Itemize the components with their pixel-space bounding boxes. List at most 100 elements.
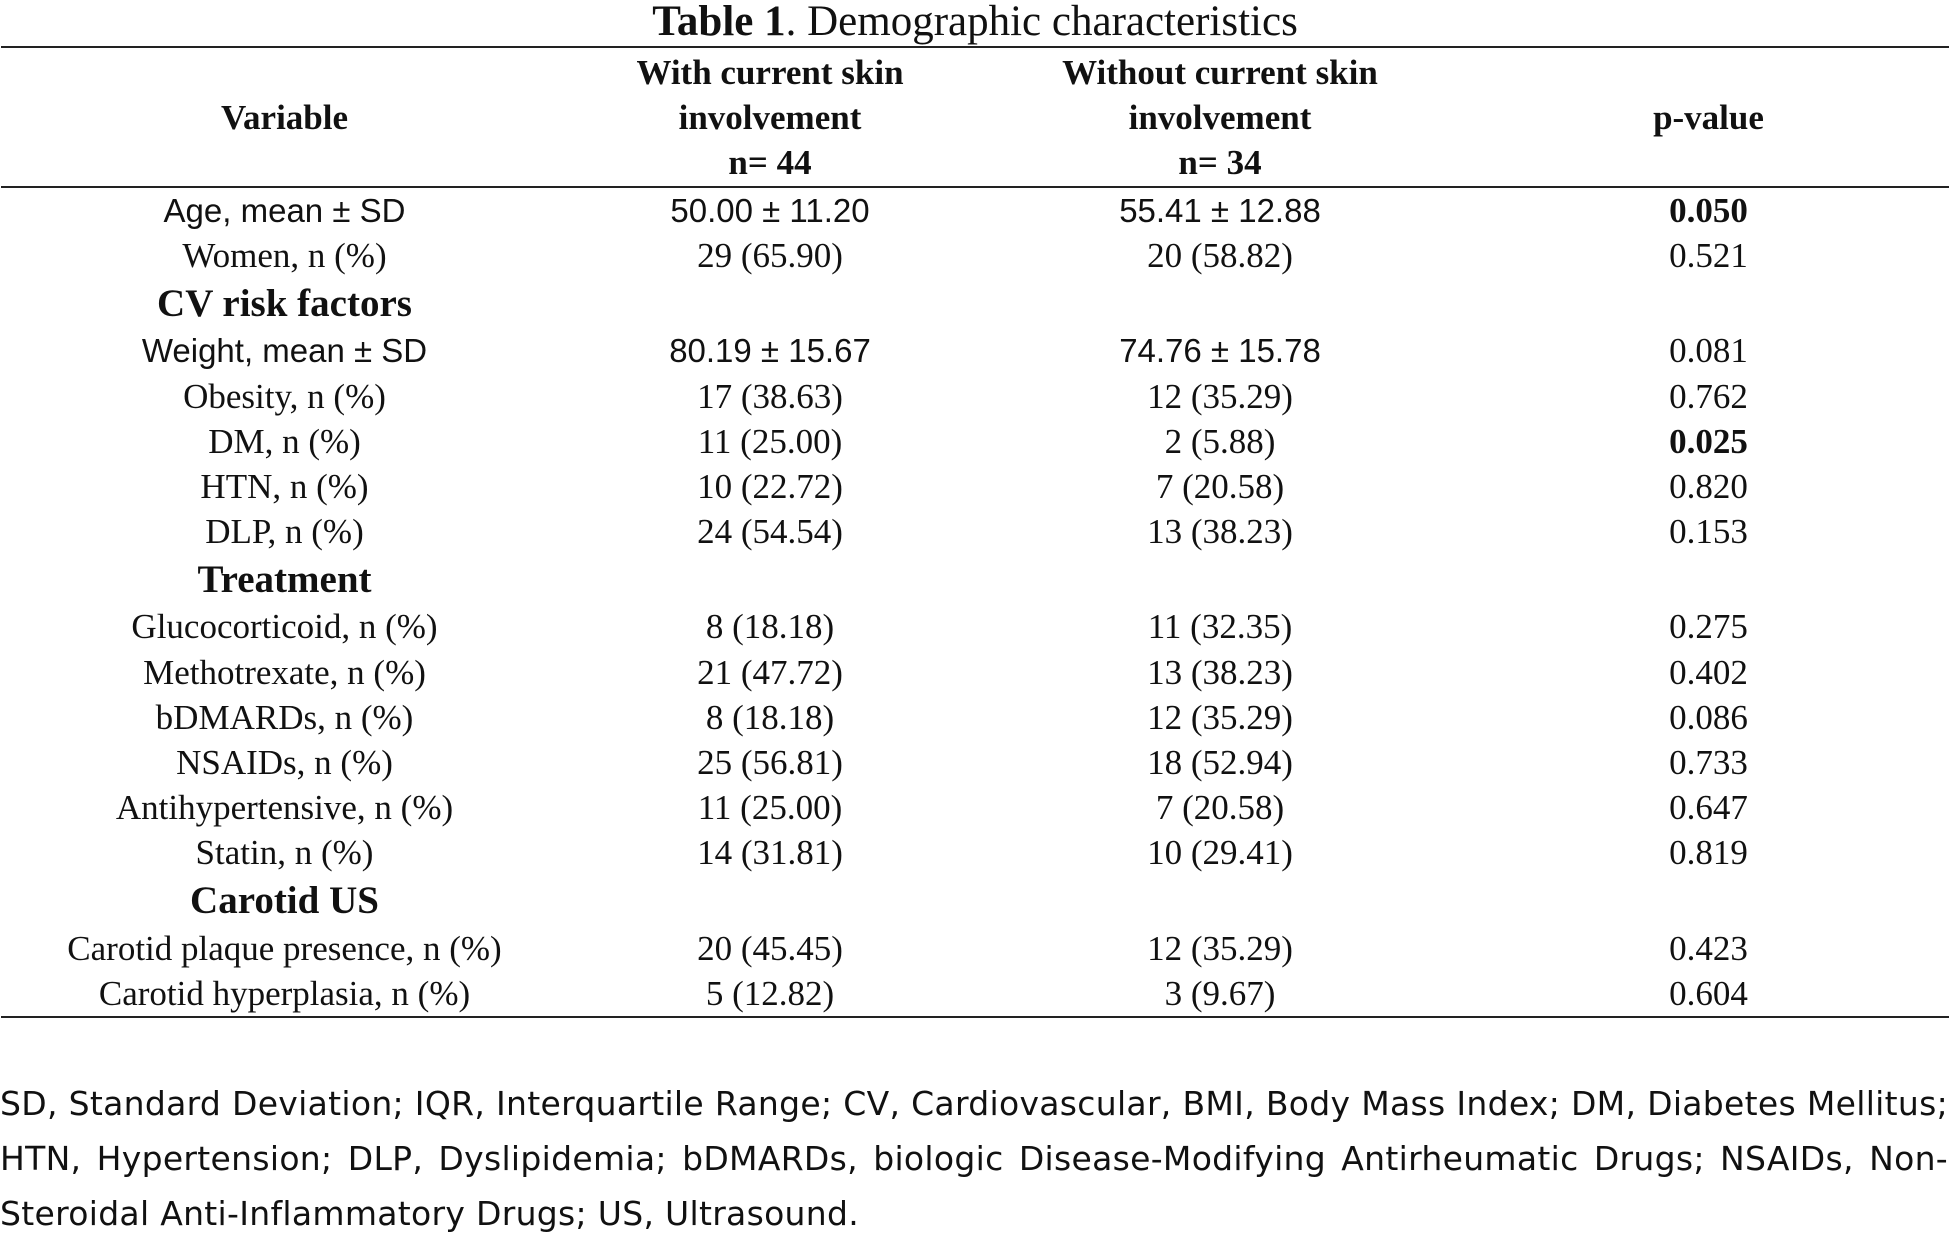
table-row: Carotid plaque presence, n (%) 20 (45.45)… — [1, 925, 1949, 970]
empty-cell — [568, 875, 972, 925]
empty-cell — [972, 278, 1468, 328]
table-row: Obesity, n (%) 17 (38.63) 12 (35.29) 0.762 — [1, 374, 1949, 419]
cell-variable: HTN, n (%) — [200, 467, 369, 507]
cell-variable: Obesity, n (%) — [183, 376, 386, 416]
cell-variable: Weight, mean ± SD — [141, 332, 428, 370]
table-row: Antihypertensive, n (%) 11 (25.00) 7 (20.5… — [1, 785, 1949, 830]
header-with-skin: With current skin involvement n= 44 — [568, 47, 972, 187]
cell-without-skin: 3 (9.67) — [1164, 973, 1276, 1013]
cell-variable: DLP, n (%) — [205, 512, 364, 552]
cell-with-skin: 25 (56.81) — [697, 742, 843, 782]
cell-without-skin: 13 (38.23) — [1147, 512, 1293, 552]
table-row: Methotrexate, n (%) 21 (47.72) 13 (38.23) 0… — [1, 650, 1949, 695]
section-row: CV risk factors — [1, 278, 1949, 328]
cell-with-skin: 80.19 ± 15.67 — [669, 332, 871, 370]
table-caption-label: Table 1 — [652, 0, 786, 45]
cell-without-skin: 13 (38.23) — [1147, 652, 1293, 692]
empty-cell — [1468, 278, 1949, 328]
table-row: NSAIDs, n (%) 25 (56.81) 18 (52.94) 0.733 — [1, 740, 1949, 785]
cell-without-skin: 7 (20.58) — [1155, 467, 1285, 507]
table-row: bDMARDs, n (%) 8 (18.18) 12 (35.29) 0.086 — [1, 695, 1949, 740]
header-pvalue-label: p-value — [1653, 97, 1764, 137]
cell-with-skin: 10 (22.72) — [697, 467, 843, 507]
cell-with-skin: 8 (18.18) — [705, 697, 835, 737]
cell-without-skin: 18 (52.94) — [1147, 742, 1293, 782]
empty-cell — [568, 278, 972, 328]
cell-pvalue: 0.521 — [1669, 236, 1748, 276]
cell-pvalue: 0.733 — [1669, 742, 1748, 782]
table-caption: Table 1. Demographic characteristics — [0, 0, 1950, 46]
table-footnote: SD, Standard Deviation; IQR, Interquarti… — [0, 1084, 1948, 1233]
cell-pvalue: 0.819 — [1669, 833, 1748, 873]
cell-pvalue: 0.081 — [1669, 331, 1748, 371]
header-row: Variable With current skin involvement n… — [1, 47, 1949, 187]
empty-cell — [568, 554, 972, 604]
demographics-table: Variable With current skin involvement n… — [1, 46, 1949, 1018]
table-header: Variable With current skin involvement n… — [1, 47, 1949, 187]
header-with-line3: n= 44 — [728, 142, 812, 182]
cell-pvalue: 0.153 — [1669, 512, 1748, 552]
empty-cell — [972, 554, 1468, 604]
cell-variable: Methotrexate, n (%) — [143, 652, 426, 692]
table-caption-text: . Demographic characteristics — [785, 0, 1298, 45]
cell-with-skin: 20 (45.45) — [697, 928, 843, 968]
cell-without-skin: 12 (35.29) — [1147, 697, 1293, 737]
header-with-line1: With current skin — [636, 52, 904, 92]
cell-pvalue: 0.762 — [1669, 376, 1748, 416]
cell-with-skin: 21 (47.72) — [697, 652, 843, 692]
cell-with-skin: 5 (12.82) — [705, 973, 835, 1013]
cell-without-skin: 2 (5.88) — [1164, 421, 1276, 461]
cell-variable: NSAIDs, n (%) — [176, 742, 393, 782]
table-row: Carotid hyperplasia, n (%) 5 (12.82) 3 (9.… — [1, 971, 1949, 1017]
cell-variable: Carotid plaque presence, n (%) — [67, 928, 502, 968]
cell-variable: DM, n (%) — [208, 421, 361, 461]
empty-cell — [1468, 554, 1949, 604]
cell-variable: Glucocorticoid, n (%) — [131, 607, 438, 647]
cell-pvalue: 0.820 — [1669, 467, 1748, 507]
cell-pvalue: 0.402 — [1669, 652, 1748, 692]
cell-with-skin: 29 (65.90) — [697, 236, 843, 276]
cell-with-skin: 11 (25.00) — [697, 421, 843, 461]
cell-with-skin: 14 (31.81) — [697, 833, 843, 873]
table-row: Glucocorticoid, n (%) 8 (18.18) 11 (32.35)… — [1, 604, 1949, 649]
table-row: Weight, mean ± SD 80.19 ± 15.67 74.76 ± 15… — [1, 328, 1949, 373]
cell-without-skin: 10 (29.41) — [1147, 833, 1293, 873]
table-row: Women, n (%) 29 (65.90) 20 (58.82) 0.521 — [1, 233, 1949, 278]
cell-variable: Statin, n (%) — [195, 833, 374, 873]
cell-variable: Age, mean ± SD — [163, 192, 406, 230]
cell-variable: bDMARDs, n (%) — [155, 697, 414, 737]
section-heading: Treatment — [197, 557, 372, 601]
header-without-line2: involvement — [1128, 97, 1312, 137]
cell-without-skin: 12 (35.29) — [1147, 928, 1293, 968]
cell-with-skin: 24 (54.54) — [697, 512, 843, 552]
section-heading: CV risk factors — [157, 281, 412, 325]
cell-without-skin: 7 (20.58) — [1155, 788, 1285, 828]
cell-variable: Carotid hyperplasia, n (%) — [98, 973, 471, 1013]
section-row: Carotid US — [1, 875, 1949, 925]
table-body: Age, mean ± SD 50.00 ± 11.20 55.41 ± 12.88… — [1, 187, 1949, 1017]
header-variable: Variable — [1, 47, 568, 187]
cell-without-skin: 74.76 ± 15.78 — [1119, 332, 1321, 370]
header-with-line2: involvement — [678, 97, 862, 137]
cell-pvalue: 0.423 — [1669, 928, 1748, 968]
header-pvalue: p-value — [1468, 47, 1949, 187]
cell-without-skin: 55.41 ± 12.88 — [1119, 192, 1321, 230]
empty-cell — [972, 875, 1468, 925]
table-row: HTN, n (%) 10 (22.72) 7 (20.58) 0.820 — [1, 464, 1949, 509]
cell-without-skin: 11 (32.35) — [1147, 607, 1293, 647]
section-row: Treatment — [1, 554, 1949, 604]
cell-with-skin: 17 (38.63) — [697, 376, 843, 416]
cell-pvalue: 0.050 — [1669, 191, 1748, 231]
cell-without-skin: 20 (58.82) — [1147, 236, 1293, 276]
cell-pvalue: 0.025 — [1669, 421, 1748, 461]
header-without-line3: n= 34 — [1178, 142, 1262, 182]
cell-pvalue: 0.647 — [1669, 788, 1748, 828]
cell-with-skin: 50.00 ± 11.20 — [670, 192, 870, 230]
cell-variable: Women, n (%) — [182, 236, 387, 276]
table-row: DM, n (%) 11 (25.00) 2 (5.88) 0.025 — [1, 419, 1949, 464]
cell-pvalue: 0.604 — [1669, 973, 1748, 1013]
cell-without-skin: 12 (35.29) — [1147, 376, 1293, 416]
table-row: Statin, n (%) 14 (31.81) 10 (29.41) 0.819 — [1, 830, 1949, 875]
cell-pvalue: 0.086 — [1669, 697, 1748, 737]
